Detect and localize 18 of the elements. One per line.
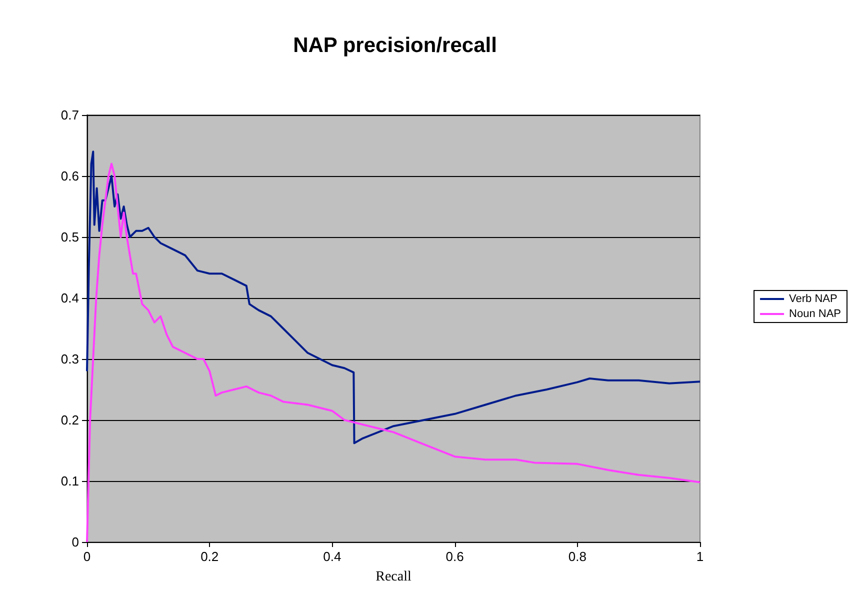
- y-tick-label: 0.1: [60, 474, 79, 488]
- y-tick-label: 0: [72, 534, 79, 550]
- x-tick-label: 0.4: [323, 549, 342, 564]
- legend-label: Verb NAP: [789, 293, 838, 305]
- y-tick-label: 0.4: [60, 290, 79, 306]
- legend-label: Noun NAP: [789, 308, 842, 320]
- y-tick-label: 0.6: [60, 168, 79, 184]
- chart-title: NAP precision/recall: [293, 34, 497, 57]
- y-tick-label: 0.5: [60, 230, 79, 244]
- y-tick-label: 0.3: [60, 352, 79, 366]
- x-tick-label: 0: [83, 549, 91, 564]
- y-tick-label: 0.2: [60, 412, 79, 428]
- x-tick-label: 0.2: [200, 549, 219, 564]
- x-tick-label: 1: [696, 549, 704, 564]
- x-tick-label: 0.6: [446, 549, 464, 564]
- x-tick-label: 0.8: [568, 549, 586, 564]
- x-axis-title: Recall: [376, 570, 412, 584]
- y-tick-label: 0.7: [60, 108, 79, 122]
